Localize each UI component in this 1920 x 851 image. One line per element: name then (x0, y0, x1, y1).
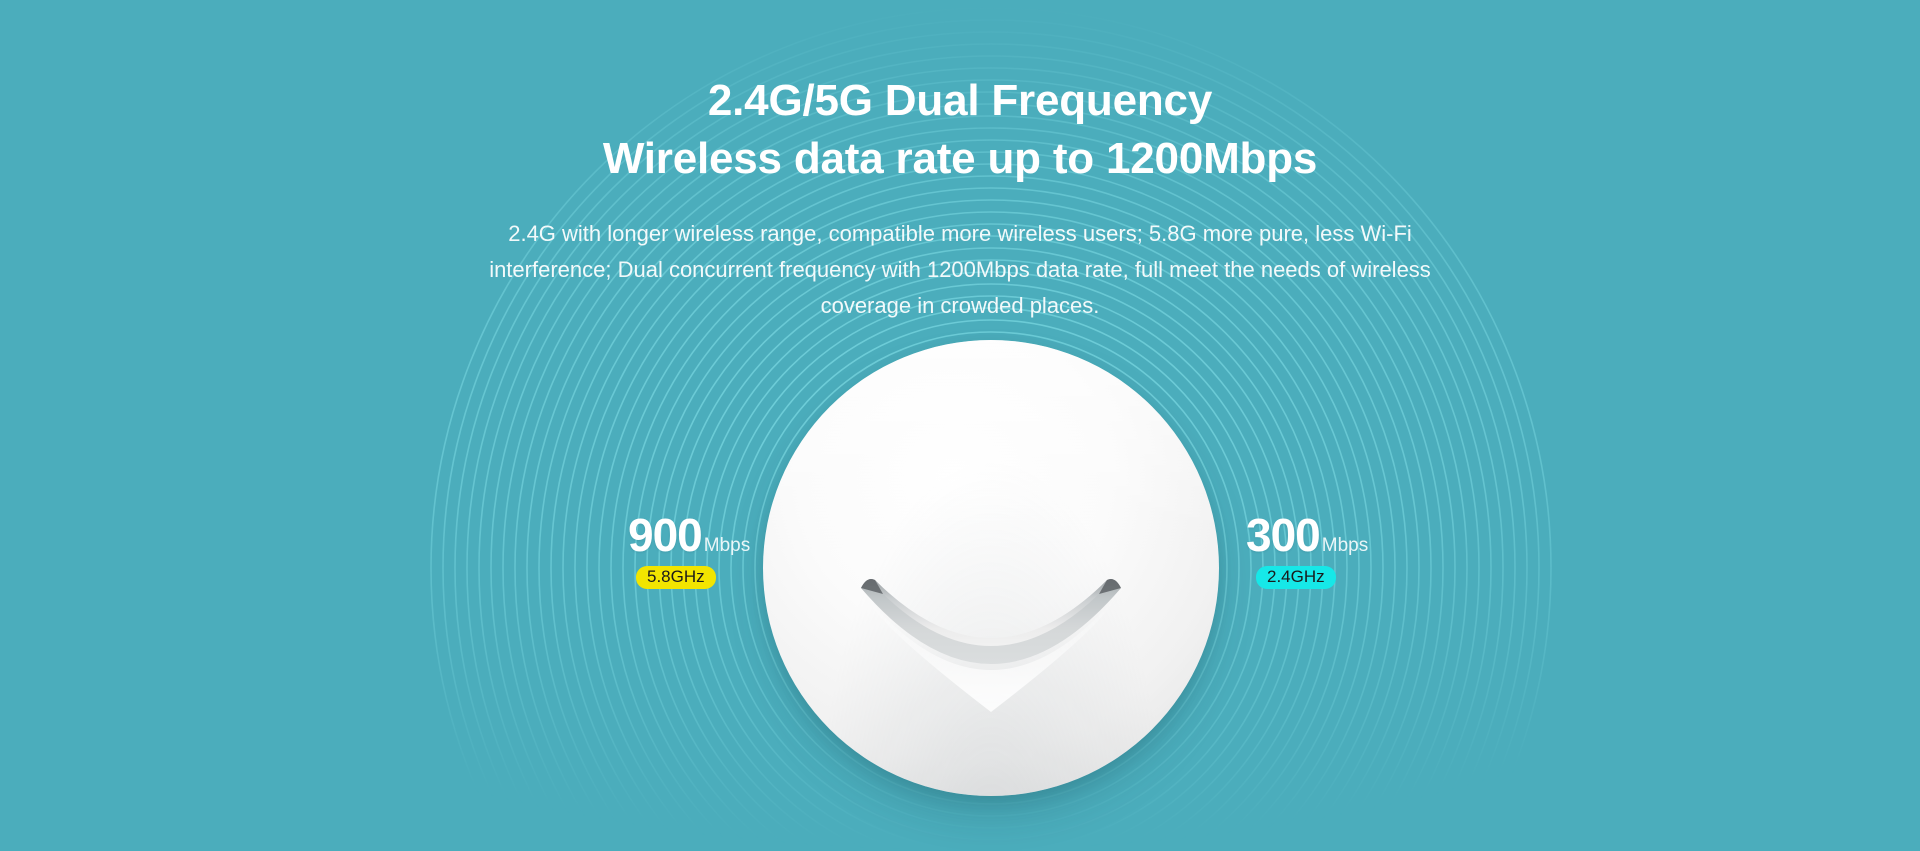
device-smile-groove-icon (861, 579, 1121, 712)
headline-line-1: 2.4G/5G Dual Frequency (707, 76, 1213, 125)
speed-value: 300 (1246, 509, 1321, 561)
device-highlight (763, 340, 1219, 796)
headline-line-2: Wireless data rate up to 1200Mbps (602, 134, 1318, 183)
speed-unit: Mbps (703, 535, 751, 556)
frequency-badge-24ghz: 2.4GHz (1256, 566, 1336, 589)
speed-row: 300 Mbps (1246, 512, 1368, 558)
speed-unit: Mbps (1321, 535, 1369, 556)
wireless-access-point-device (763, 340, 1219, 796)
speed-readout-24ghz: 300 Mbps 2.4GHz (1246, 512, 1368, 589)
speed-readout-5ghz: 900 Mbps 5.8GHz (628, 512, 750, 589)
headline-block: 2.4G/5G Dual Frequency Wireless data rat… (0, 72, 1920, 188)
subtitle-paragraph: 2.4G with longer wireless range, compati… (489, 221, 1431, 318)
frequency-badge-5ghz: 5.8GHz (636, 566, 716, 589)
speed-value: 900 (628, 509, 703, 561)
speed-row: 900 Mbps (628, 512, 750, 558)
